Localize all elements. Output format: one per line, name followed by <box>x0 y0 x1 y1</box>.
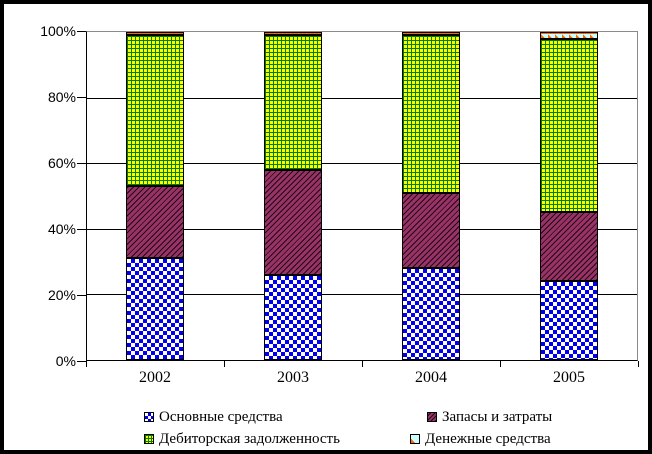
y-axis-label: 60% <box>47 155 76 171</box>
y-axis-tick <box>77 295 86 296</box>
y-gridline <box>87 228 637 230</box>
y-gridline <box>87 294 637 296</box>
bar-2002 <box>126 32 184 360</box>
y-axis-label: 100% <box>40 23 76 39</box>
bar-segment-maroon-diag <box>402 192 460 269</box>
y-axis-label: 80% <box>47 89 76 105</box>
legend-label: Денежные средства <box>425 430 551 447</box>
y-gridline <box>87 97 637 99</box>
x-axis-tick <box>638 361 639 367</box>
legend-label: Запасы и затраты <box>442 408 553 425</box>
bar-segment-cash-dots <box>402 32 460 36</box>
bar-segment-green-grid <box>264 35 322 170</box>
x-axis-label: 2002 <box>139 369 171 386</box>
legend-swatch-maroon-diag-icon <box>427 412 437 422</box>
legend-swatch-green-grid-icon <box>144 434 154 444</box>
bar-segment-maroon-diag <box>264 169 322 275</box>
legend-item-cash-dots: Денежные средства <box>410 431 551 447</box>
bar-segment-green-grid <box>126 35 184 187</box>
bar-segment-cash-dots <box>540 32 598 39</box>
bar-segment-blue-check <box>264 274 322 360</box>
y-axis-tick <box>77 163 86 164</box>
bar-segment-green-grid <box>540 38 598 213</box>
bar-2005 <box>540 32 598 360</box>
bar-segment-maroon-diag <box>540 212 598 282</box>
x-axis-tick <box>86 361 87 367</box>
legend-label: Основные средства <box>159 408 283 425</box>
x-axis-label: 2004 <box>415 369 447 386</box>
legend-swatch-blue-check-icon <box>144 412 154 422</box>
x-axis-label: 2003 <box>277 369 309 386</box>
y-axis-tick <box>77 361 86 362</box>
legend-item-maroon-diag: Запасы и затраты <box>427 409 552 425</box>
bar-segment-cash-dots <box>264 32 322 36</box>
bar-segment-blue-check <box>126 258 184 360</box>
x-axis-tick <box>500 361 501 367</box>
y-axis-label: 0% <box>55 353 76 369</box>
plot-area <box>86 31 638 361</box>
bar-segment-blue-check <box>540 281 598 360</box>
y-axis-tick <box>77 229 86 230</box>
bar-segment-cash-dots <box>126 32 184 36</box>
y-gridline <box>87 163 637 165</box>
bar-segment-maroon-diag <box>126 186 184 259</box>
bar-2003 <box>264 32 322 360</box>
x-axis-tick <box>362 361 363 367</box>
y-axis-label: 40% <box>47 221 76 237</box>
legend-item-blue-check: Основные средства <box>144 409 283 425</box>
bar-2004 <box>402 32 460 360</box>
x-axis-tick <box>224 361 225 367</box>
y-axis-tick <box>77 97 86 98</box>
x-axis-label: 2005 <box>553 369 585 386</box>
y-axis-label: 20% <box>47 287 76 303</box>
bar-segment-blue-check <box>402 268 460 360</box>
legend-label: Дебиторская задолженность <box>159 430 340 447</box>
legend-item-green-grid: Дебиторская задолженность <box>144 431 340 447</box>
legend-swatch-cash-dots-icon <box>410 434 420 444</box>
y-axis-tick <box>77 31 86 32</box>
bar-segment-green-grid <box>402 35 460 193</box>
